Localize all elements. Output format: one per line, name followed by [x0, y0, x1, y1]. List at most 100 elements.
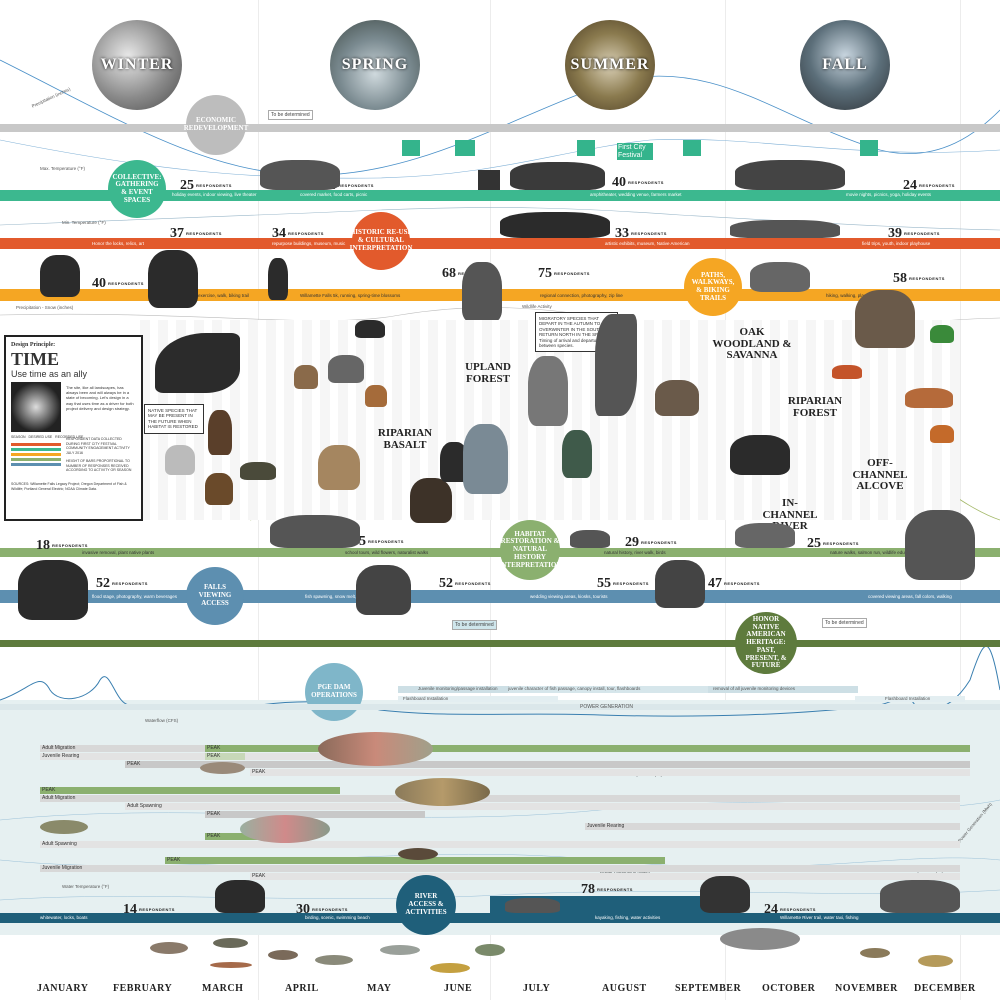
tbd-note: To be determined: [822, 618, 867, 628]
design-image: [11, 382, 61, 432]
climate-label: Precipitation - Snow (inches): [16, 305, 74, 310]
falls-count: 55 RESPONDENTS: [597, 576, 649, 591]
month-label: NOVEMBER: [835, 983, 898, 994]
fish-bar: Juvenile Rearing: [585, 823, 960, 830]
hawk-image: [855, 290, 915, 348]
paths-badge: PATHS, WALKWAYS, & BIKING TRAILS: [684, 258, 742, 316]
fish-bar: PEAK: [205, 753, 245, 760]
people-photo: [510, 162, 605, 190]
people-photo: [18, 560, 88, 620]
river-caption: whitewater, locks, boats: [40, 915, 88, 920]
season-label: SUMMER: [570, 56, 650, 73]
historic-count: 37 RESPONDENTS: [170, 226, 222, 241]
falls-count: 52 RESPONDENTS: [439, 576, 491, 591]
power-gen-label: Power Generation (Mwh): [600, 870, 650, 875]
collective-count: 25 RESPONDENTS: [180, 178, 232, 193]
river-panel: [0, 700, 1000, 935]
season-summer: SUMMER: [565, 20, 655, 110]
boat-image: [700, 876, 750, 913]
pge-bar: Juvenile monitoring/passage installation: [398, 686, 508, 693]
month-label: SEPTEMBER: [675, 983, 742, 994]
historic-caption: repurpose buildings, museum, music: [272, 241, 346, 246]
fish-bar: PEAK: [205, 811, 425, 818]
paths-caption: exercise, walk, biking trail: [198, 293, 250, 298]
historic-count: 34 RESPONDENTS: [272, 226, 324, 241]
collective-caption: amphitheater, wedding venue, farmers mar…: [590, 192, 682, 197]
collective-badge: COLLECTIVE: GATHERING & EVENT SPACES: [108, 160, 166, 218]
historic-band: [0, 238, 1000, 249]
paths-count: 58 RESPONDENTS: [893, 271, 945, 286]
collective-caption: covered market, food carts, picnic: [300, 192, 368, 197]
habitat-off-channel-alcove: OFF-CHANNEL ALCOVE: [852, 457, 908, 493]
habitat-riparian-basalt: RIPARIAN BASALT: [377, 427, 433, 451]
goose-image: [730, 435, 790, 475]
water-temp-label: Water Temperature (°F): [62, 884, 110, 889]
people-photo: [655, 560, 705, 608]
pge-bar: Flashboard Installation: [398, 696, 558, 702]
fish-image: [150, 942, 188, 954]
river-caption: kayaking, fishing, water activities: [595, 915, 661, 920]
legend-swatches: [11, 443, 61, 468]
historic-count: 39 RESPONDENTS: [888, 226, 940, 241]
historic-badge: HISTORIC RE-USE & CULTURAL INTERPRETATIO…: [350, 212, 412, 270]
climate-label: Wildlife Activity: [522, 304, 552, 309]
people-photo: [148, 250, 198, 308]
collective-band: [0, 190, 1000, 201]
festival-label: First City Festival: [617, 143, 653, 161]
native-badge: HONOR NATIVE AMERICAN HERITAGE: PAST, PR…: [735, 612, 797, 674]
peregrine-image: [595, 314, 637, 416]
fish-bar: PEAK: [165, 857, 665, 864]
habitat-count: 18 RESPONDENTS: [36, 538, 88, 553]
habitat-badge: HABITAT RESTORATION & NATURAL HISTORY IN…: [499, 520, 561, 580]
month-label: AUGUST: [602, 983, 647, 994]
salamander-image: [905, 388, 953, 408]
falls-caption: wedding viewing areas, kiosks, tourists: [530, 594, 608, 599]
historic-caption: Honor the locks, relics, art: [92, 241, 145, 246]
people-photo: [730, 220, 840, 238]
falls-badge: FALLS VIEWING ACCESS: [186, 567, 244, 625]
season-spring: SPRING: [330, 20, 420, 110]
falls-count: 52 RESPONDENTS: [96, 576, 148, 591]
eagle-image: [528, 356, 568, 426]
collective-count: 40 RESPONDENTS: [612, 175, 664, 190]
fish-image: [213, 938, 248, 948]
eagle-image: [155, 333, 240, 393]
fish-image: [40, 820, 88, 834]
habitat-caption: natural history, river walk, birds: [604, 550, 666, 555]
fish-image: [200, 762, 245, 774]
habitat-caption: school tours, wild flowers, naturalist w…: [345, 550, 429, 555]
historic-caption: field trips, youth, indoor playhouse: [862, 241, 931, 246]
design-source: SOURCES: Willamette Falls Legacy Project…: [11, 482, 127, 491]
steelhead-image: [240, 815, 330, 843]
fish-bar: PEAK: [205, 745, 970, 752]
falls-caption: flood stage, photography, warm beverages: [92, 594, 177, 599]
event-tag: [860, 140, 878, 156]
river-count: 24 RESPONDENTS: [764, 902, 816, 917]
fish-bar: Adult Spawning: [40, 841, 960, 848]
season-label: SPRING: [341, 56, 409, 73]
fish-bar: PEAK: [125, 761, 970, 768]
people-photo: [215, 880, 265, 913]
power-generation-label: POWER GENERATION: [580, 704, 633, 710]
native-band: [0, 640, 1000, 647]
fish-bar: PEAK: [205, 833, 285, 840]
fish-bar: Juvenile Migration: [40, 865, 960, 872]
path-photo: [462, 262, 502, 322]
habitat-riparian-forest: RIPARIAN FOREST: [787, 395, 843, 419]
paths-caption: hiking, walking, playground: [826, 293, 881, 298]
bird-image: [365, 385, 387, 407]
fish-image: [860, 948, 890, 958]
season-label: WINTER: [100, 56, 174, 73]
falls-caption: covered viewing areas, fall colors, walk…: [868, 594, 952, 599]
habitat-oak-woodland: OAK WOODLAND & SAVANNA: [712, 326, 792, 362]
salmon-image: [318, 732, 433, 766]
fish-bar: Adult Migration: [40, 795, 960, 802]
climate-label: Max. Temperature (°F): [40, 166, 85, 171]
historic-count: 33 RESPONDENTS: [615, 226, 667, 241]
bird-image: [355, 320, 385, 338]
habitat-count: 29 RESPONDENTS: [625, 535, 677, 550]
fish-bar: PEAK: [40, 787, 340, 794]
pge-badge: PGE DAM OPERATIONS: [305, 663, 363, 721]
economic-band: [0, 124, 1000, 132]
